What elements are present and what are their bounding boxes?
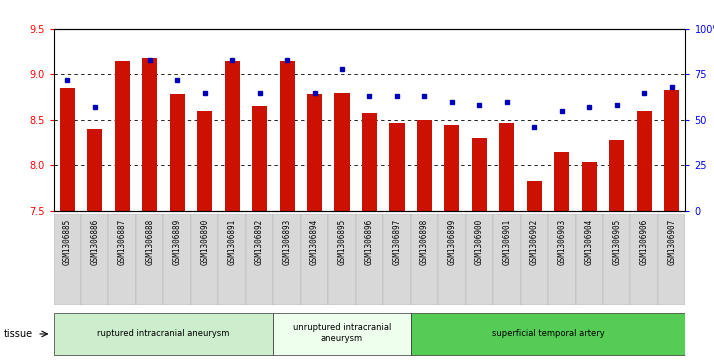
Bar bbox=[664, 90, 679, 211]
Bar bbox=[115, 61, 130, 211]
Bar bbox=[273, 313, 411, 355]
Bar bbox=[438, 214, 466, 305]
Text: GSM1306895: GSM1306895 bbox=[338, 219, 346, 265]
Text: GSM1306891: GSM1306891 bbox=[228, 219, 236, 265]
Bar bbox=[356, 214, 383, 305]
Text: tissue: tissue bbox=[4, 329, 33, 339]
Bar bbox=[554, 151, 569, 211]
Text: GSM1306896: GSM1306896 bbox=[365, 219, 374, 265]
Bar bbox=[279, 61, 295, 211]
Bar bbox=[109, 214, 136, 305]
Text: GSM1306890: GSM1306890 bbox=[200, 219, 209, 265]
Text: GSM1306900: GSM1306900 bbox=[475, 219, 484, 265]
Text: GSM1306899: GSM1306899 bbox=[448, 219, 456, 265]
Bar bbox=[273, 214, 301, 305]
Text: GSM1306907: GSM1306907 bbox=[667, 219, 676, 265]
Text: GSM1306904: GSM1306904 bbox=[585, 219, 594, 265]
Text: GSM1306901: GSM1306901 bbox=[503, 219, 511, 265]
Bar bbox=[637, 111, 652, 211]
Text: GSM1306888: GSM1306888 bbox=[145, 219, 154, 265]
Bar bbox=[87, 129, 102, 211]
Bar bbox=[301, 214, 328, 305]
Bar bbox=[582, 163, 597, 211]
Text: GSM1306897: GSM1306897 bbox=[393, 219, 401, 265]
Bar bbox=[191, 214, 218, 305]
Text: ruptured intracranial aneurysm: ruptured intracranial aneurysm bbox=[97, 329, 230, 338]
Text: GSM1306886: GSM1306886 bbox=[90, 219, 99, 265]
Text: superficial temporal artery: superficial temporal artery bbox=[492, 329, 605, 338]
Bar bbox=[411, 214, 438, 305]
Bar bbox=[307, 94, 322, 211]
Bar bbox=[170, 94, 185, 211]
Text: GSM1306894: GSM1306894 bbox=[310, 219, 319, 265]
Bar bbox=[472, 138, 487, 211]
Bar bbox=[493, 214, 521, 305]
Bar bbox=[225, 61, 240, 211]
Text: unruptured intracranial
aneurysm: unruptured intracranial aneurysm bbox=[293, 323, 391, 343]
Bar bbox=[60, 88, 75, 211]
Bar bbox=[603, 214, 630, 305]
Bar bbox=[252, 106, 267, 211]
Bar bbox=[81, 214, 109, 305]
Bar bbox=[548, 214, 575, 305]
Bar bbox=[527, 182, 542, 211]
Text: GSM1306898: GSM1306898 bbox=[420, 219, 429, 265]
Bar bbox=[383, 214, 411, 305]
Bar bbox=[164, 214, 191, 305]
Bar bbox=[499, 123, 514, 211]
Bar bbox=[521, 214, 548, 305]
Bar bbox=[218, 214, 246, 305]
Bar bbox=[54, 313, 273, 355]
Bar bbox=[417, 120, 432, 211]
Bar bbox=[136, 214, 164, 305]
Bar bbox=[630, 214, 658, 305]
Text: GSM1306885: GSM1306885 bbox=[63, 219, 72, 265]
Text: GSM1306887: GSM1306887 bbox=[118, 219, 126, 265]
Bar bbox=[575, 214, 603, 305]
Bar bbox=[54, 214, 81, 305]
Bar bbox=[334, 93, 350, 211]
Text: GSM1306905: GSM1306905 bbox=[613, 219, 621, 265]
Bar bbox=[246, 214, 273, 305]
Bar bbox=[658, 214, 685, 305]
Bar bbox=[142, 58, 157, 211]
Bar bbox=[197, 111, 212, 211]
Bar bbox=[609, 140, 624, 211]
Text: GSM1306902: GSM1306902 bbox=[530, 219, 539, 265]
Bar bbox=[362, 113, 377, 211]
Bar bbox=[389, 122, 405, 211]
Bar bbox=[328, 214, 356, 305]
Text: GSM1306906: GSM1306906 bbox=[640, 219, 649, 265]
Bar bbox=[411, 313, 685, 355]
Text: GSM1306889: GSM1306889 bbox=[173, 219, 181, 265]
Bar bbox=[466, 214, 493, 305]
Text: GSM1306892: GSM1306892 bbox=[255, 219, 264, 265]
Text: GSM1306903: GSM1306903 bbox=[558, 219, 566, 265]
Text: GSM1306893: GSM1306893 bbox=[283, 219, 291, 265]
Bar bbox=[444, 125, 460, 211]
